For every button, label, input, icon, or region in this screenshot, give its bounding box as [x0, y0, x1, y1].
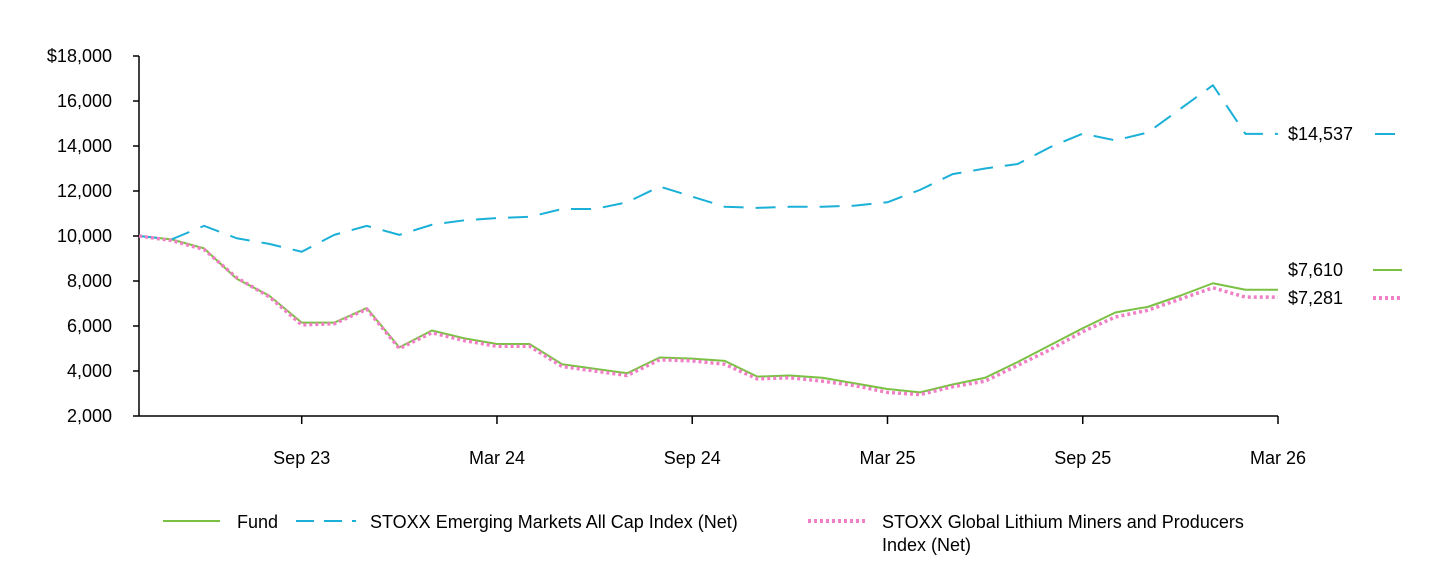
- legend-label-lithium-line-1: STOXX Global Lithium Miners and Producer…: [882, 512, 1244, 532]
- end-value-label: $14,537: [1288, 124, 1353, 144]
- end-labels: $7,610 $14,537 $7,281: [1288, 124, 1402, 308]
- legend-item-lithium-index: STOXX Global Lithium Miners and Producer…: [808, 512, 1249, 555]
- series-lines: [138, 84, 1278, 397]
- y-tick-label: $18,000: [47, 46, 112, 66]
- y-tick-label: 14,000: [57, 136, 112, 156]
- axes: [138, 56, 1278, 417]
- y-tick-label: 16,000: [57, 91, 112, 111]
- x-tick-label: Mar 26: [1250, 448, 1306, 468]
- legend-item-em-index: STOXX Emerging Markets All Cap Index (Ne…: [296, 512, 738, 532]
- y-tick-label: 4,000: [67, 361, 112, 381]
- end-value-label: $7,281: [1288, 288, 1343, 308]
- y-tick-label: 10,000: [57, 226, 112, 246]
- y-tick-label: 8,000: [67, 271, 112, 291]
- y-tick-label: 6,000: [67, 316, 112, 336]
- y-tick-label: 12,000: [57, 181, 112, 201]
- legend-label-em-index: STOXX Emerging Markets All Cap Index (Ne…: [370, 512, 738, 532]
- end-value-label: $7,610: [1288, 260, 1343, 280]
- x-tick-label: Sep 25: [1054, 448, 1111, 468]
- series-line-stoxx-emerging-markets-all-cap-index-net: [138, 84, 1278, 253]
- x-ticks: Sep 23 Mar 24 Sep 24 Mar 25 Sep 25 Mar 26: [273, 416, 1306, 468]
- legend: Fund STOXX Emerging Markets All Cap Inde…: [163, 512, 1249, 555]
- legend-label-fund: Fund: [237, 512, 278, 532]
- legend-label-lithium-line-2: Index (Net): [882, 535, 971, 555]
- x-tick-label: Mar 25: [859, 448, 915, 468]
- y-tick-label: 2,000: [67, 406, 112, 426]
- series-line-fund: [138, 235, 1278, 394]
- x-tick-label: Mar 24: [469, 448, 525, 468]
- x-tick-label: Sep 23: [273, 448, 330, 468]
- y-ticks: $18,000 16,000 14,000 12,000 10,000 8,000 6,00…: [47, 46, 139, 426]
- legend-item-fund: Fund: [163, 512, 278, 532]
- x-tick-label: Sep 24: [664, 448, 721, 468]
- series-line-stoxx-global-lithium-miners-and-producer: [138, 234, 1278, 397]
- legend-label-lithium-index: STOXX Global Lithium Miners and Producer…: [882, 512, 1249, 555]
